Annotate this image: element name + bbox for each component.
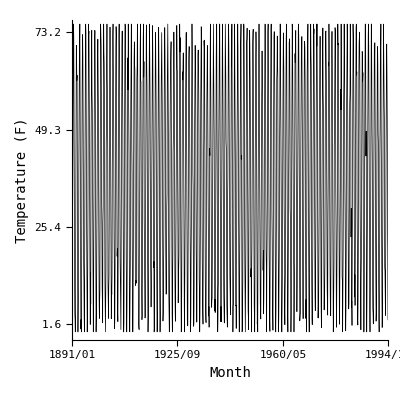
X-axis label: Month: Month xyxy=(209,366,251,380)
Y-axis label: Temperature (F): Temperature (F) xyxy=(15,117,29,243)
